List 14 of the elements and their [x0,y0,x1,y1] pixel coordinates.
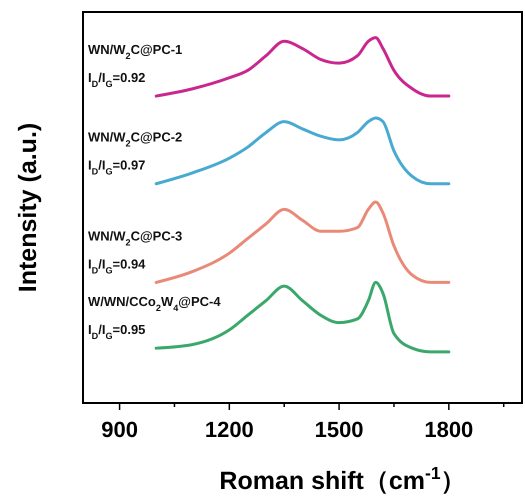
text: WN/W$_{2}$C@PC-3 [88,228,182,248]
x-tick-label: 1200 [204,417,254,442]
text: WN/W$_{2}$C@PC-2 [88,130,182,149]
x-axis-title: Roman shift（cm$^{-1}$） [219,463,466,495]
annotation: I$_{D}$/I$_{G}$=0.95 [88,322,146,342]
text: WN/W$_{2}$C@PC-1 [88,42,182,62]
annotation: I$_{D}$/I$_{G}$=0.97 [88,158,146,177]
annotation: I$_{D}$/I$_{G}$=0.92 [88,70,146,90]
x-tick-label: 900 [101,417,138,442]
y-axis-title: Intensity (a.u.) [14,122,42,292]
series-label: W/WN/CCo$_{2}$W$_{4}$@PC-4 [88,294,222,314]
annotation: I$_{D}$/I$_{G}$=0.94 [88,256,146,276]
x-tick-label: 1800 [424,417,474,442]
x-tick-label: 1500 [314,417,364,442]
